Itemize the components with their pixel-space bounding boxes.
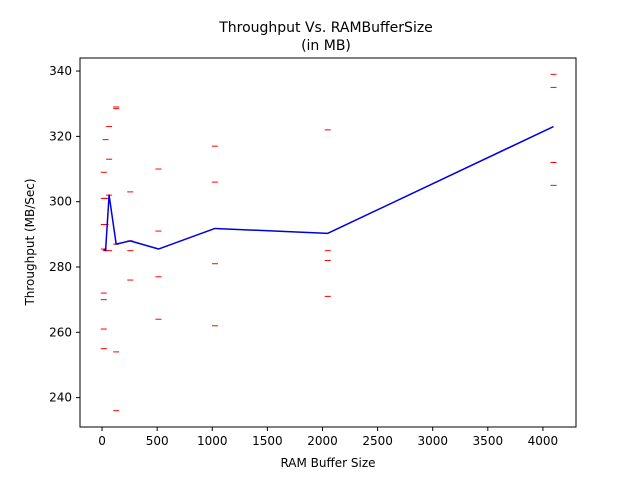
chart-title-line-2: (in MB) — [301, 38, 351, 54]
y-tick-label: 260 — [49, 325, 72, 339]
x-tick-label: 2500 — [362, 434, 393, 448]
plot-area — [100, 73, 557, 412]
plot-frame — [79, 57, 577, 428]
x-tick-label: 0 — [98, 434, 106, 448]
y-tick-label: 240 — [49, 391, 72, 405]
series-line — [103, 125, 554, 252]
x-tick-label: 500 — [146, 434, 169, 448]
y-tick-label: 300 — [49, 195, 72, 209]
y-axis-label: Throughput (MB/Sec) — [23, 178, 37, 306]
y-axis: 240 260 280 300 320 340 — [49, 64, 80, 405]
x-tick-label: 1500 — [252, 434, 283, 448]
x-tick-label: 3500 — [473, 434, 504, 448]
x-tick-label: 2000 — [307, 434, 338, 448]
x-axis-label: RAM Buffer Size — [280, 456, 375, 470]
x-tick-label: 3000 — [417, 434, 448, 448]
y-tick-label: 280 — [49, 260, 72, 274]
x-tick-label: 1000 — [197, 434, 228, 448]
chart-title-line-1: Throughput Vs. RAMBufferSize — [218, 20, 433, 36]
y-tick-label: 320 — [49, 129, 72, 143]
x-axis: 0 500 1000 1500 2000 2500 3000 3500 4000 — [98, 427, 558, 448]
x-tick-label: 4000 — [528, 434, 559, 448]
y-tick-label: 340 — [49, 64, 72, 78]
